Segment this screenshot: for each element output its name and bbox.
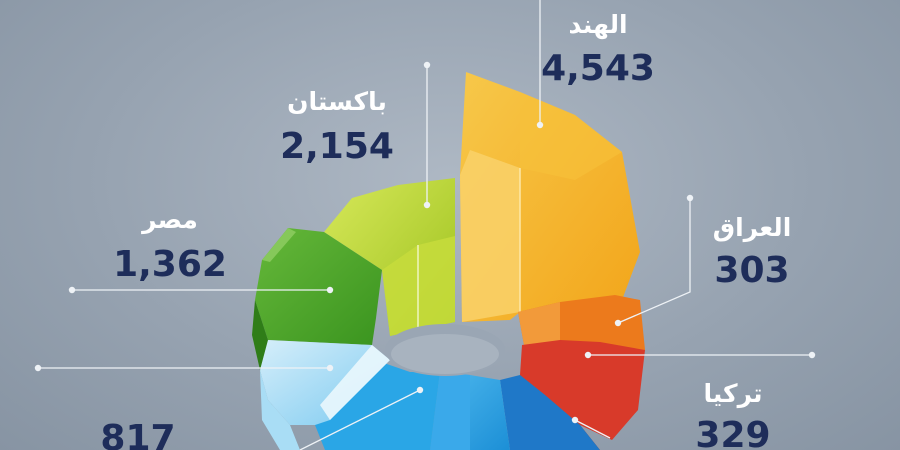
label-egypt-name: مصر [140,205,198,235]
slice-egypt [255,228,382,345]
label-iraq-value: 303 [714,250,789,291]
label-pakistan-name: باكستان [287,87,387,116]
label-turkey-value: 329 [695,415,770,450]
slice-turkey [520,340,645,440]
slice-india-inner-face [460,150,520,322]
label-iraq-name: العراق [713,213,792,243]
label-india-name: الهند [568,10,627,40]
slice-darkblue [500,375,600,450]
label-pakistan-value: 2,154 [280,126,394,167]
slice-lightblue [260,340,390,425]
label-lightblue-value: 817 [100,418,175,450]
label-egypt-value: 1,362 [113,244,227,285]
label-turkey-name: تركيا [703,379,762,409]
label-india-value: 4,543 [541,48,655,89]
